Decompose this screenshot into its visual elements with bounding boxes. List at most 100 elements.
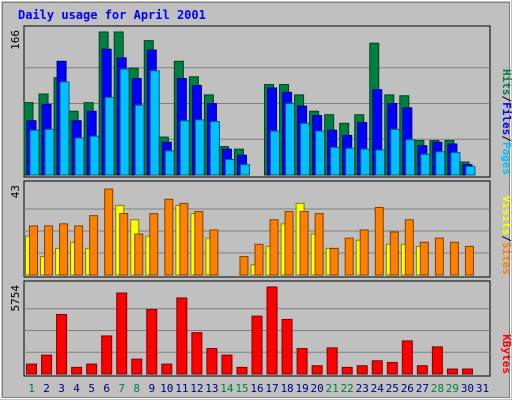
bar-kbytes-day-26: [401, 340, 413, 375]
x-tick-label-22: 22: [341, 382, 354, 395]
bar-kbytes-day-17: [266, 286, 278, 375]
bar-sites-day-3: [59, 223, 69, 276]
bar-pages-day-15: [239, 164, 250, 176]
x-tick-label-26: 26: [401, 382, 414, 395]
bar-pages-day-3: [59, 81, 70, 176]
bar-sites-day-8: [134, 233, 144, 276]
bar-pages-day-24: [375, 149, 386, 176]
x-tick-label-6: 6: [103, 382, 110, 395]
bar-sites-day-26: [404, 219, 414, 276]
bar-pages-day-17: [270, 130, 281, 176]
x-tick-label-20: 20: [311, 382, 324, 395]
x-tick-label-21: 21: [326, 382, 339, 395]
bar-pages-day-12: [194, 119, 205, 176]
x-tick-label-18: 18: [280, 382, 293, 395]
bar-sites-day-24: [374, 206, 384, 276]
legend-visits-sites: Visits/Sites: [500, 196, 512, 276]
bar-kbytes-day-13: [206, 348, 218, 375]
x-tick-label-7: 7: [118, 382, 125, 395]
bar-sites-day-7: [119, 213, 129, 276]
legend-sites: Sites: [500, 242, 512, 275]
axis-max-label: 43: [9, 185, 22, 198]
x-tick-label-24: 24: [371, 382, 385, 395]
bar-pages-day-30: [465, 165, 476, 176]
bar-pages-day-14: [224, 158, 235, 176]
bar-pages-day-4: [74, 137, 85, 176]
x-tick-label-16: 16: [250, 382, 263, 395]
bar-kbytes-day-20: [311, 365, 323, 375]
bar-kbytes-day-3: [56, 313, 68, 375]
bar-kbytes-day-25: [386, 361, 398, 375]
legend-visits: Visits: [500, 196, 512, 236]
axis-max-label: 166: [9, 30, 22, 50]
bar-sites-day-22: [344, 237, 354, 276]
legend-files: Files: [500, 102, 512, 135]
x-tick-label-19: 19: [295, 382, 308, 395]
legend-separator: /: [500, 135, 512, 142]
bar-kbytes-day-30: [461, 368, 473, 375]
bar-pages-day-23: [360, 148, 371, 176]
bar-sites-day-13: [209, 229, 219, 276]
bar-pages-day-7: [119, 68, 130, 176]
bar-sites-day-21: [329, 247, 339, 276]
legend-separator: /: [500, 96, 512, 103]
bar-kbytes-day-2: [41, 354, 53, 375]
bar-pages-day-28: [435, 151, 446, 176]
x-tick-label-13: 13: [205, 382, 218, 395]
panel-visits-sites: 43 Visits/Sites: [9, 180, 512, 278]
x-tick-label-10: 10: [160, 382, 173, 395]
bar-sites-day-28: [434, 237, 444, 276]
bar-pages-day-22: [345, 147, 356, 176]
bar-sites-day-9: [149, 213, 159, 276]
bar-kbytes-day-6: [101, 335, 113, 375]
legend-kbytes: KBytes: [500, 334, 512, 374]
bar-pages-day-18: [285, 103, 296, 176]
bar-kbytes-day-1: [26, 363, 38, 375]
x-tick-label-25: 25: [386, 382, 399, 395]
bar-kbytes-day-10: [161, 363, 173, 375]
x-tick-label-17: 17: [265, 382, 278, 395]
bar-kbytes-day-16: [251, 315, 263, 375]
bar-sites-day-18: [284, 211, 294, 276]
bar-sites-day-4: [74, 225, 84, 276]
bar-sites-day-10: [164, 198, 174, 276]
bar-sites-day-29: [449, 241, 459, 276]
legend-pages: Pages: [500, 142, 512, 175]
bar-sites-day-12: [194, 211, 204, 276]
bar-sites-day-17: [269, 219, 279, 276]
bar-pages-day-5: [89, 135, 100, 176]
bar-sites-day-23: [359, 229, 369, 276]
bar-kbytes-day-5: [86, 363, 98, 375]
bar-kbytes-day-27: [416, 365, 428, 375]
x-tick-label-12: 12: [190, 382, 203, 395]
bar-sites-day-1: [29, 225, 39, 276]
x-tick-label-15: 15: [235, 382, 248, 395]
legend-hits-files-pages: Hits/Files/Pages: [500, 69, 512, 175]
x-tick-label-4: 4: [73, 382, 80, 395]
x-tick-label-31: 31: [476, 382, 489, 395]
bar-pages-day-29: [450, 152, 461, 176]
bar-sites-day-30: [464, 245, 474, 276]
chart-title: Daily usage for April 2001: [18, 8, 206, 22]
bar-pages-day-21: [330, 146, 341, 176]
bar-kbytes-day-8: [131, 358, 143, 375]
bar-kbytes-day-9: [146, 309, 158, 375]
bar-pages-day-25: [390, 128, 401, 176]
x-tick-label-8: 8: [133, 382, 140, 395]
x-tick-label-11: 11: [175, 382, 188, 395]
bar-sites-day-11: [179, 202, 189, 276]
bar-sites-day-25: [389, 231, 399, 276]
bar-pages-day-1: [29, 129, 40, 176]
bar-sites-day-5: [89, 215, 99, 276]
bar-kbytes-day-21: [326, 347, 338, 375]
bar-pages-day-26: [405, 139, 416, 176]
bar-pages-day-19: [300, 122, 311, 176]
bar-sites-day-2: [44, 225, 54, 276]
bar-kbytes-day-18: [281, 318, 293, 375]
panel-kbytes: 5754 KBytes: [9, 280, 512, 377]
x-tick-label-23: 23: [356, 382, 369, 395]
bar-pages-day-11: [179, 120, 190, 176]
bar-sites-day-27: [419, 241, 429, 276]
